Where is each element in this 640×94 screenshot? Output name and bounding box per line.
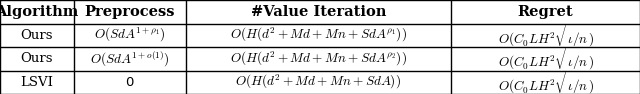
Text: $O(H(d^2 + Md + Mn + SdA))$: $O(H(d^2 + Md + Mn + SdA))$: [236, 73, 401, 91]
Text: $O(SdA^{1+\rho_1})$: $O(SdA^{1+\rho_1})$: [93, 26, 166, 44]
Text: Preprocess: Preprocess: [84, 5, 175, 19]
Text: Algorithm: Algorithm: [0, 5, 79, 19]
Text: $O(H(d^2 + Md + Mn + SdA^{\rho_1}))$: $O(H(d^2 + Md + Mn + SdA^{\rho_1}))$: [230, 26, 407, 44]
Text: #Value Iteration: #Value Iteration: [251, 5, 386, 19]
Text: $O(SdA^{1+o(1)})$: $O(SdA^{1+o(1)})$: [90, 49, 170, 69]
Text: $O(C_0LH^2\sqrt{\iota/n})$: $O(C_0LH^2\sqrt{\iota/n})$: [497, 45, 594, 72]
Text: Regret: Regret: [518, 5, 573, 19]
Text: $0$: $0$: [125, 76, 134, 89]
Text: $O(H(d^2 + Md + Mn + SdA^{\rho_2}))$: $O(H(d^2 + Md + Mn + SdA^{\rho_2}))$: [230, 50, 407, 68]
Text: $O(C_0LH^2\sqrt{\iota/n})$: $O(C_0LH^2\sqrt{\iota/n})$: [497, 22, 594, 49]
Text: $O(C_0LH^2\sqrt{\iota/n})$: $O(C_0LH^2\sqrt{\iota/n})$: [497, 69, 594, 94]
Text: LSVI: LSVI: [20, 76, 53, 89]
Text: Ours: Ours: [20, 29, 53, 42]
Text: Ours: Ours: [20, 52, 53, 65]
